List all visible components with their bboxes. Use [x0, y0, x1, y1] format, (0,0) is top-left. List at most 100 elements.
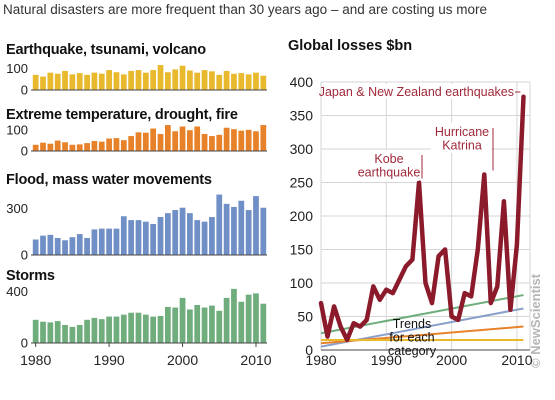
losses-xtick-label: 2000 — [436, 352, 467, 368]
earthquake-bar — [32, 74, 39, 90]
earthquake-bar — [157, 65, 164, 90]
storms-bar — [106, 316, 112, 343]
storms-bar — [47, 322, 54, 343]
temperature-bar — [69, 144, 76, 151]
storms-bar — [150, 316, 157, 343]
flood-bar — [69, 237, 76, 255]
earthquake-bar — [128, 70, 135, 90]
earthquake-ytick-label: 0 — [21, 83, 28, 98]
earthquake-bar — [187, 70, 193, 90]
flood-bar — [40, 235, 46, 255]
temperature-bar — [150, 128, 157, 151]
storms-bar — [76, 324, 83, 343]
earthquake-bar — [47, 72, 54, 90]
flood-bar — [194, 220, 201, 255]
storms-bar — [157, 315, 164, 343]
temperature-bar — [157, 133, 164, 151]
japan-label-bg — [322, 84, 514, 99]
flood-bar — [223, 203, 230, 255]
storms-bar — [120, 314, 127, 343]
kobe-label-bg — [357, 150, 419, 181]
flood-bar — [164, 213, 171, 255]
earthquake-bar — [253, 72, 259, 90]
earthquake-bar — [40, 76, 46, 90]
storms-bar — [142, 314, 149, 343]
earthquake-bar — [231, 73, 237, 90]
flood-ytick-label: 0 — [21, 248, 28, 263]
flood-bar — [84, 237, 90, 255]
flood-bar — [135, 220, 142, 255]
losses-ytick-label: 300 — [290, 141, 314, 157]
losses-chart-title: Global losses $bn — [288, 38, 413, 54]
earthquake-bar — [245, 74, 252, 90]
earthquake-bar — [76, 73, 83, 90]
storms-bar — [54, 321, 61, 343]
earthquake-bar — [164, 72, 171, 90]
temperature-bar — [98, 141, 105, 151]
flood-bar — [120, 216, 127, 255]
storms-bar — [245, 294, 252, 343]
temperature-ytick-label: 100 — [6, 123, 28, 138]
losses-xtick-label: 1990 — [371, 352, 402, 368]
temperature-bar — [47, 143, 54, 151]
storms-bar — [172, 307, 179, 343]
annotation-trends: Trends for each category — [388, 317, 437, 358]
losses-xtick-label: 1980 — [305, 352, 336, 368]
storms-bar — [135, 312, 142, 343]
storms-bar — [91, 317, 98, 343]
storms-bar — [164, 306, 171, 343]
left-xtick-label: 2000 — [167, 352, 198, 368]
storms-bar — [223, 297, 230, 343]
temperature-bar — [253, 131, 259, 151]
flood-bar — [231, 206, 237, 255]
temperature-bar — [54, 140, 61, 151]
earthquake-bar — [135, 70, 142, 90]
earthquake-bar — [106, 70, 112, 90]
temperature-bar — [223, 127, 230, 151]
storms-bar — [194, 304, 201, 343]
flood-bar — [201, 221, 208, 255]
earthquake-bar — [194, 72, 201, 90]
earthquake-bar — [179, 65, 186, 90]
temperature-bar — [187, 130, 193, 151]
flood-bar — [106, 228, 112, 255]
temperature-bar — [32, 144, 39, 151]
earthquake-bar — [62, 70, 68, 90]
earthquake-bar — [84, 74, 90, 90]
flood-bar — [150, 224, 157, 255]
flood-bar — [32, 239, 39, 255]
losses-ytick-label: 350 — [290, 108, 314, 124]
flood-ytick-label: 300 — [6, 201, 28, 216]
panel-title-earthquake: Earthquake, tsunami, volcano — [6, 42, 206, 58]
temperature-ytick-label: 0 — [21, 144, 28, 159]
earthquake-bar — [69, 74, 76, 90]
temperature-bar — [179, 126, 186, 151]
temperature-bar — [40, 142, 46, 151]
flood-bar — [179, 207, 186, 255]
temperature-bar — [201, 133, 208, 151]
losses-ytick-label: 200 — [290, 208, 314, 224]
flood-bar — [128, 220, 135, 255]
flood-bar — [62, 240, 68, 255]
storms-bar — [238, 301, 245, 343]
temperature-bar — [62, 142, 68, 151]
storms-bar — [201, 307, 208, 343]
storms-bar — [179, 297, 186, 343]
earthquake-bar — [238, 73, 245, 90]
losses-ytick-label: 250 — [290, 175, 314, 191]
temperature-bar — [120, 140, 127, 151]
earthquake-bar — [260, 75, 267, 90]
losses-ytick-label: 0 — [305, 342, 313, 358]
earthquake-bar — [91, 72, 98, 90]
temperature-bar — [113, 138, 120, 151]
losses-line — [318, 94, 526, 343]
flood-bar — [245, 210, 252, 255]
storms-bar — [209, 305, 215, 343]
temperature-bar — [209, 136, 215, 151]
temperature-bar — [84, 143, 90, 151]
earthquake-bar — [142, 72, 149, 90]
flood-bar — [76, 234, 83, 255]
storms-bar — [231, 288, 237, 343]
storms-bar — [128, 312, 135, 343]
